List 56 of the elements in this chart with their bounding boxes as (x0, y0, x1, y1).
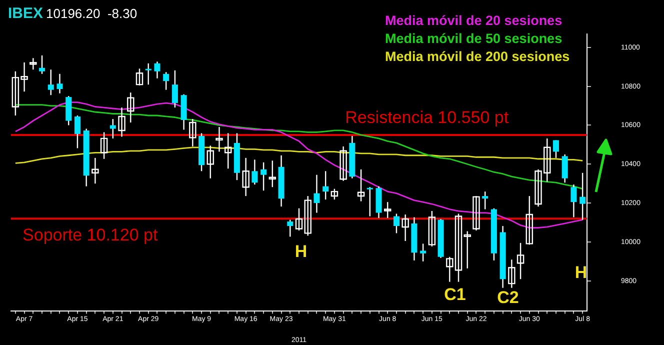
candlestick (508, 259, 516, 288)
candlestick (56, 73, 63, 94)
candlestick (39, 54, 46, 74)
candlestick (66, 95, 72, 126)
candlestick (420, 243, 426, 262)
chart-title: IBEX (8, 5, 44, 22)
text: Media móvil de 20 sesiones (385, 12, 564, 30)
candlestick (322, 170, 329, 200)
annotation: C1 (444, 285, 466, 304)
candlestick (163, 72, 170, 90)
candlestick (357, 168, 365, 202)
candlestick (526, 195, 534, 246)
candlestick (552, 140, 559, 159)
candlestick (110, 118, 116, 140)
candlestick (314, 174, 320, 214)
candlestick (252, 159, 258, 186)
candlestick (268, 160, 276, 188)
candlestick (74, 114, 80, 149)
candlestick (482, 190, 488, 210)
candlestick (224, 132, 232, 170)
ref-line-label: Soporte 10.120 pt (22, 226, 158, 245)
candlestick (100, 132, 108, 160)
candlestick (127, 92, 134, 124)
candlestick (260, 162, 267, 192)
annotation: H (574, 263, 588, 282)
candlestick (189, 118, 196, 148)
candlestick (216, 126, 223, 152)
candlestick (330, 188, 338, 200)
candlestick (393, 213, 400, 234)
chart-subtitle: 10196.20 -8.30 (46, 6, 138, 21)
text: Media móvil de 200 sesiones (385, 48, 570, 66)
candlestick (154, 61, 160, 79)
candlestick (472, 195, 480, 232)
candlestick (366, 186, 373, 217)
candlestick (172, 70, 178, 108)
candlestick (287, 219, 294, 238)
candlestick (118, 106, 126, 138)
candlestick (48, 69, 54, 96)
text: Media móvil de 50 sesiones (385, 30, 564, 48)
candlestick (562, 154, 568, 184)
ref-line-label: Resistencia 10.550 pt (345, 108, 509, 127)
candlestick (516, 242, 524, 280)
candlestick (92, 157, 99, 184)
candlestick (30, 58, 37, 70)
candlestick (242, 157, 250, 197)
candlestick (570, 184, 577, 218)
candlestick (428, 210, 436, 248)
candlestick (206, 145, 214, 179)
candlestick (145, 62, 152, 86)
candlestick (384, 201, 392, 219)
candlestick (340, 146, 347, 182)
candlestick (136, 68, 144, 86)
annotation: H (294, 242, 308, 261)
candlestick (464, 230, 471, 269)
candlestick (402, 214, 409, 242)
annotation: C2 (497, 288, 519, 307)
